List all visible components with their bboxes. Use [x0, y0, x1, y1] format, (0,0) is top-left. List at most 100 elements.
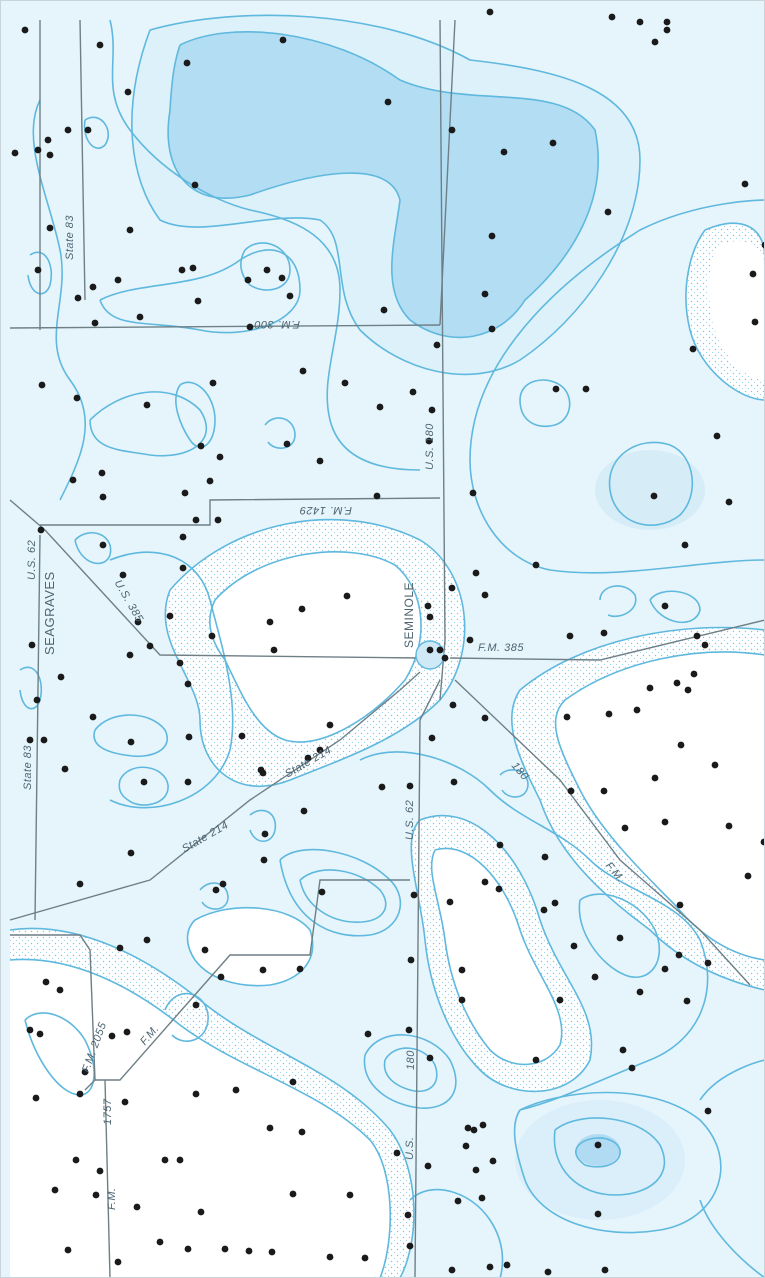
road-line	[79, 19, 86, 301]
contour-line	[264, 417, 296, 449]
well-marker	[472, 1166, 480, 1174]
well-marker	[289, 1190, 297, 1198]
well-marker	[448, 584, 456, 592]
well-marker	[260, 856, 268, 864]
contour-line	[167, 31, 599, 339]
contour-line	[430, 847, 563, 1066]
well-marker	[140, 778, 148, 786]
well-marker	[469, 489, 477, 497]
well-marker	[46, 151, 54, 159]
road-line	[454, 679, 751, 986]
well-marker	[201, 946, 209, 954]
well-marker	[481, 591, 489, 599]
well-marker	[318, 888, 326, 896]
well-marker	[424, 1162, 432, 1170]
well-marker	[663, 26, 671, 34]
well-marker	[540, 906, 548, 914]
well-marker	[448, 1266, 456, 1274]
well-marker	[725, 822, 733, 830]
well-marker	[549, 139, 557, 147]
town-label-seagraves: SEAGRAVES	[42, 571, 57, 655]
road-label-fm-385-east: F.M. 385	[478, 642, 524, 654]
road-line	[10, 934, 96, 1091]
well-marker	[489, 1157, 497, 1165]
contour-line	[27, 251, 52, 295]
road-line	[40, 497, 441, 526]
contour-line	[83, 116, 109, 149]
well-marker	[616, 934, 624, 942]
zone-white-central	[209, 551, 422, 742]
well-marker	[378, 783, 386, 791]
well-marker	[244, 276, 252, 284]
well-marker	[184, 778, 192, 786]
road-label-state-83-mid: State 83	[22, 745, 34, 790]
well-marker	[286, 292, 294, 300]
well-marker	[191, 181, 199, 189]
well-marker	[283, 440, 291, 448]
well-marker	[89, 283, 97, 291]
well-marker	[488, 232, 496, 240]
well-marker	[208, 632, 216, 640]
well-marker	[64, 126, 72, 134]
well-marker	[541, 853, 549, 861]
zone-light-north	[131, 15, 641, 375]
well-marker	[245, 1247, 253, 1255]
well-marker	[46, 224, 54, 232]
well-marker	[179, 564, 187, 572]
well-marker	[433, 341, 441, 349]
well-marker	[552, 385, 560, 393]
well-marker	[96, 1167, 104, 1175]
road-label-us-62-north: U.S. 62	[26, 539, 38, 580]
well-marker	[192, 1001, 200, 1009]
contour-line	[131, 14, 641, 376]
well-marker	[725, 498, 733, 506]
well-marker	[566, 632, 574, 640]
well-marker	[76, 1090, 84, 1098]
road-line	[439, 19, 456, 326]
well-marker	[28, 641, 36, 649]
well-marker	[364, 1030, 372, 1038]
well-marker	[279, 36, 287, 44]
well-marker	[636, 18, 644, 26]
well-marker	[121, 1098, 129, 1106]
well-marker	[673, 679, 681, 687]
road-label-fm-300: F.M. 300	[254, 318, 300, 330]
road-label-fm-1757-a: 1757	[102, 1098, 114, 1125]
well-marker	[326, 1253, 334, 1261]
well-marker	[441, 654, 449, 662]
well-marker	[651, 38, 659, 46]
well-marker	[693, 632, 701, 640]
well-marker	[683, 997, 691, 1005]
well-marker	[406, 1242, 414, 1250]
well-marker	[219, 880, 227, 888]
well-marker	[89, 713, 97, 721]
seminole-town-ring	[415, 640, 445, 670]
well-marker	[464, 1124, 472, 1132]
road-layer	[9, 19, 765, 1278]
well-marker	[373, 492, 381, 500]
contour-line	[249, 809, 277, 843]
road-line	[449, 619, 765, 661]
well-marker	[32, 1094, 40, 1102]
well-marker	[51, 1186, 59, 1194]
contour-line	[575, 1137, 621, 1168]
contour-line	[164, 518, 466, 788]
road-line	[34, 20, 41, 921]
well-marker	[458, 996, 466, 1004]
well-marker	[108, 1032, 116, 1040]
well-marker	[343, 592, 351, 600]
contour-line	[240, 242, 291, 291]
zone-white-sw	[10, 959, 391, 1278]
well-marker	[619, 1046, 627, 1054]
road-label-us-180-north: U.S. 180	[424, 423, 436, 470]
well-marker	[636, 988, 644, 996]
well-marker	[99, 541, 107, 549]
well-marker	[184, 1245, 192, 1253]
well-marker	[181, 489, 189, 497]
well-marker	[567, 787, 575, 795]
zone-white-south-central	[431, 848, 562, 1065]
road-label-us-180-south: 180	[405, 1050, 417, 1070]
well-marker	[259, 769, 267, 777]
well-marker	[409, 388, 417, 396]
